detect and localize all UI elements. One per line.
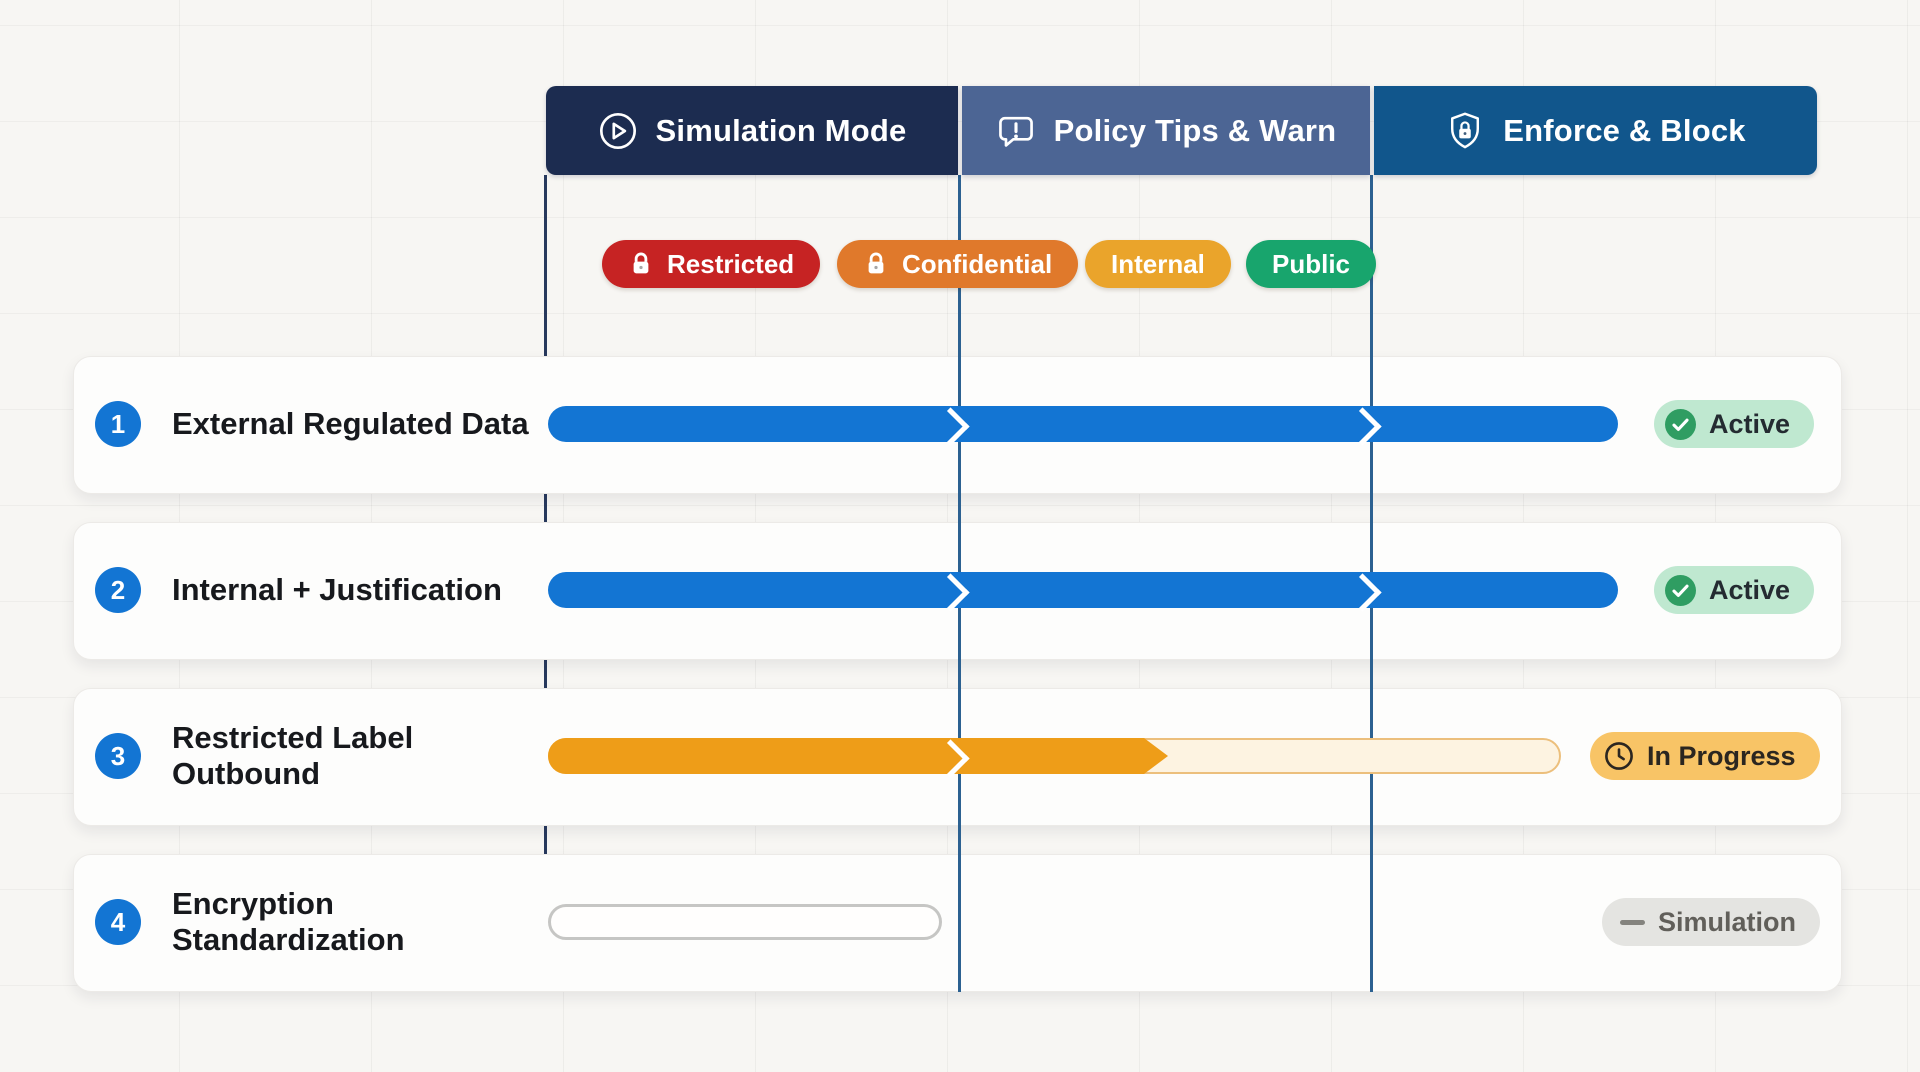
label-pill-confidential: Confidential [837, 240, 1079, 288]
row-title: External Regulated Data [172, 406, 529, 442]
shield-lock-icon [1451, 112, 1480, 148]
row-title: Restricted Label Outbound [172, 720, 414, 791]
bar-chevron-notch [1343, 573, 1382, 612]
status-badge: In Progress [1590, 732, 1820, 780]
clock-icon [1605, 742, 1633, 770]
status-label: Active [1709, 408, 1791, 439]
phase-label: Enforce & Block [1503, 112, 1746, 148]
bar-chevron-notch [931, 407, 970, 446]
lock-icon [868, 252, 884, 274]
status-badge: Simulation [1602, 898, 1821, 946]
label-pill-text: Internal [1111, 248, 1205, 279]
check-circle-icon [1665, 574, 1696, 606]
lock-icon [633, 252, 649, 274]
row-title: Internal + Justification [172, 572, 502, 608]
bar-arrow-tip [1144, 738, 1168, 774]
phase-label: Policy Tips & Warn [1053, 112, 1337, 148]
row-number-badge: 2 [95, 567, 141, 613]
play-circle-icon [599, 112, 636, 149]
row-number-badge: 3 [95, 733, 141, 779]
bar-chevron-notch [931, 739, 970, 778]
progress-bar-empty [548, 904, 942, 940]
check-circle-icon [1665, 408, 1696, 440]
status-label: Active [1709, 574, 1791, 605]
dash-icon [1620, 919, 1645, 925]
phase-divider-line-1 [544, 175, 547, 858]
status-label: Simulation [1658, 906, 1797, 937]
label-pill-internal: Internal [1085, 240, 1231, 288]
warning-bubble-icon [998, 116, 1033, 147]
status-label: In Progress [1647, 740, 1796, 771]
progress-bar [548, 406, 1618, 446]
phase-label: Simulation Mode [655, 112, 907, 148]
phase-header: Simulation Mode Policy Tips & Warn Enfor… [546, 86, 1817, 175]
row-number-badge: 4 [95, 899, 141, 945]
row-title: Encryption Standardization [172, 886, 405, 957]
phase-enforce-block: Enforce & Block [1374, 86, 1817, 175]
phase-policy-tips-warn: Policy Tips & Warn [962, 86, 1370, 175]
label-pill-text: Public [1272, 248, 1351, 279]
label-pill-text: Restricted [667, 248, 795, 279]
phase-simulation-mode: Simulation Mode [546, 86, 958, 175]
bar-chevron-notch [1343, 407, 1382, 446]
row-number-badge: 1 [95, 401, 141, 447]
label-pill-restricted: Restricted [602, 240, 821, 288]
bar-chevron-notch [931, 573, 970, 612]
label-pill-public: Public [1246, 240, 1377, 288]
progress-bar [548, 572, 1618, 612]
status-badge: Active [1654, 400, 1815, 448]
status-badge: Active [1654, 566, 1815, 614]
progress-bar [548, 738, 1168, 778]
label-pill-text: Confidential [902, 248, 1053, 279]
policy-row-card [73, 854, 1842, 992]
